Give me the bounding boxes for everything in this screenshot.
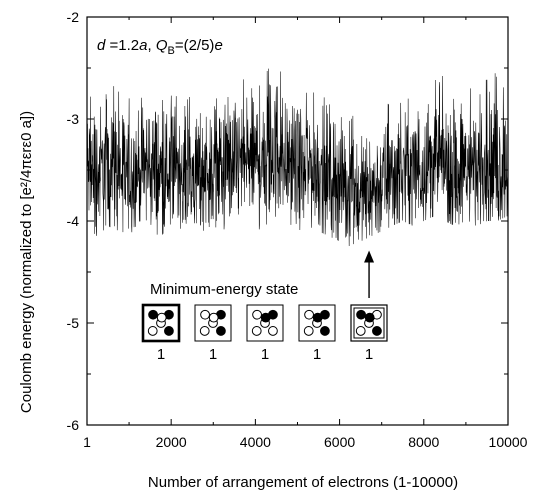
plot-frame	[86, 16, 509, 426]
filled-electron	[148, 309, 158, 320]
empty-site	[208, 312, 219, 323]
filled-electron	[364, 312, 375, 323]
filled-electron	[164, 326, 174, 336]
x-tick-label: 4000	[240, 434, 271, 450]
empty-site	[199, 326, 210, 336]
empty-site	[252, 309, 262, 320]
box-count-label: 1	[209, 346, 217, 363]
x-tick-label: 2000	[156, 434, 187, 450]
filled-electron	[356, 309, 366, 320]
filled-electron	[216, 326, 226, 336]
filled-electron	[260, 312, 271, 323]
empty-site	[304, 309, 314, 320]
empty-site	[200, 309, 210, 320]
filled-electron	[372, 326, 382, 336]
box-count-label: 1	[261, 346, 269, 363]
box-count-label: 1	[365, 346, 373, 363]
empty-site	[303, 326, 314, 336]
empty-site	[147, 326, 158, 336]
box-count-label: 1	[313, 346, 321, 363]
box-inner-outline	[353, 307, 385, 339]
empty-site	[251, 326, 262, 336]
y-tick-label: -2	[67, 9, 80, 25]
x-tick-label: 8000	[408, 434, 439, 450]
y-tick-label: -4	[67, 213, 80, 229]
box-count-label: 1	[157, 346, 165, 363]
arrangement-box: 1	[350, 304, 388, 363]
parameter-annotation: d =1.2a, QB=(2/5)e	[97, 37, 223, 57]
energy-trace-line	[86, 68, 509, 247]
empty-site	[156, 312, 167, 323]
x-tick-label: 6000	[324, 434, 355, 450]
minimum-energy-arrow	[364, 250, 375, 298]
arrangement-box: 1	[298, 304, 336, 363]
y-tick-label: -6	[67, 417, 80, 433]
empty-site	[355, 326, 366, 336]
arrangement-box: 1	[141, 303, 181, 363]
y-tick-label: -5	[67, 315, 80, 331]
x-tick-label: 10000	[489, 434, 528, 450]
arrangement-box: 1	[194, 304, 232, 363]
y-tick-label: -3	[67, 111, 80, 127]
arrow-head	[364, 250, 375, 263]
x-axis-label: Number of arrangement of electrons (1-10…	[148, 474, 458, 491]
y-axis-label: Coulomb energy (normalized to [e²/4πεrε0…	[18, 111, 35, 413]
empty-site	[268, 326, 278, 336]
arrangement-box: 1	[246, 304, 284, 363]
axes: 1 2000 4000 6000 8000 10000 -6 -5 -4 -3 -2	[67, 9, 528, 450]
arrangement-boxes: 1 1 1 1 1	[141, 303, 388, 363]
x-tick-label: 1	[83, 434, 91, 450]
filled-electron	[312, 312, 323, 323]
filled-electron	[320, 326, 330, 336]
minimum-energy-label: Minimum-energy state	[150, 281, 298, 298]
energy-trace	[86, 68, 509, 247]
